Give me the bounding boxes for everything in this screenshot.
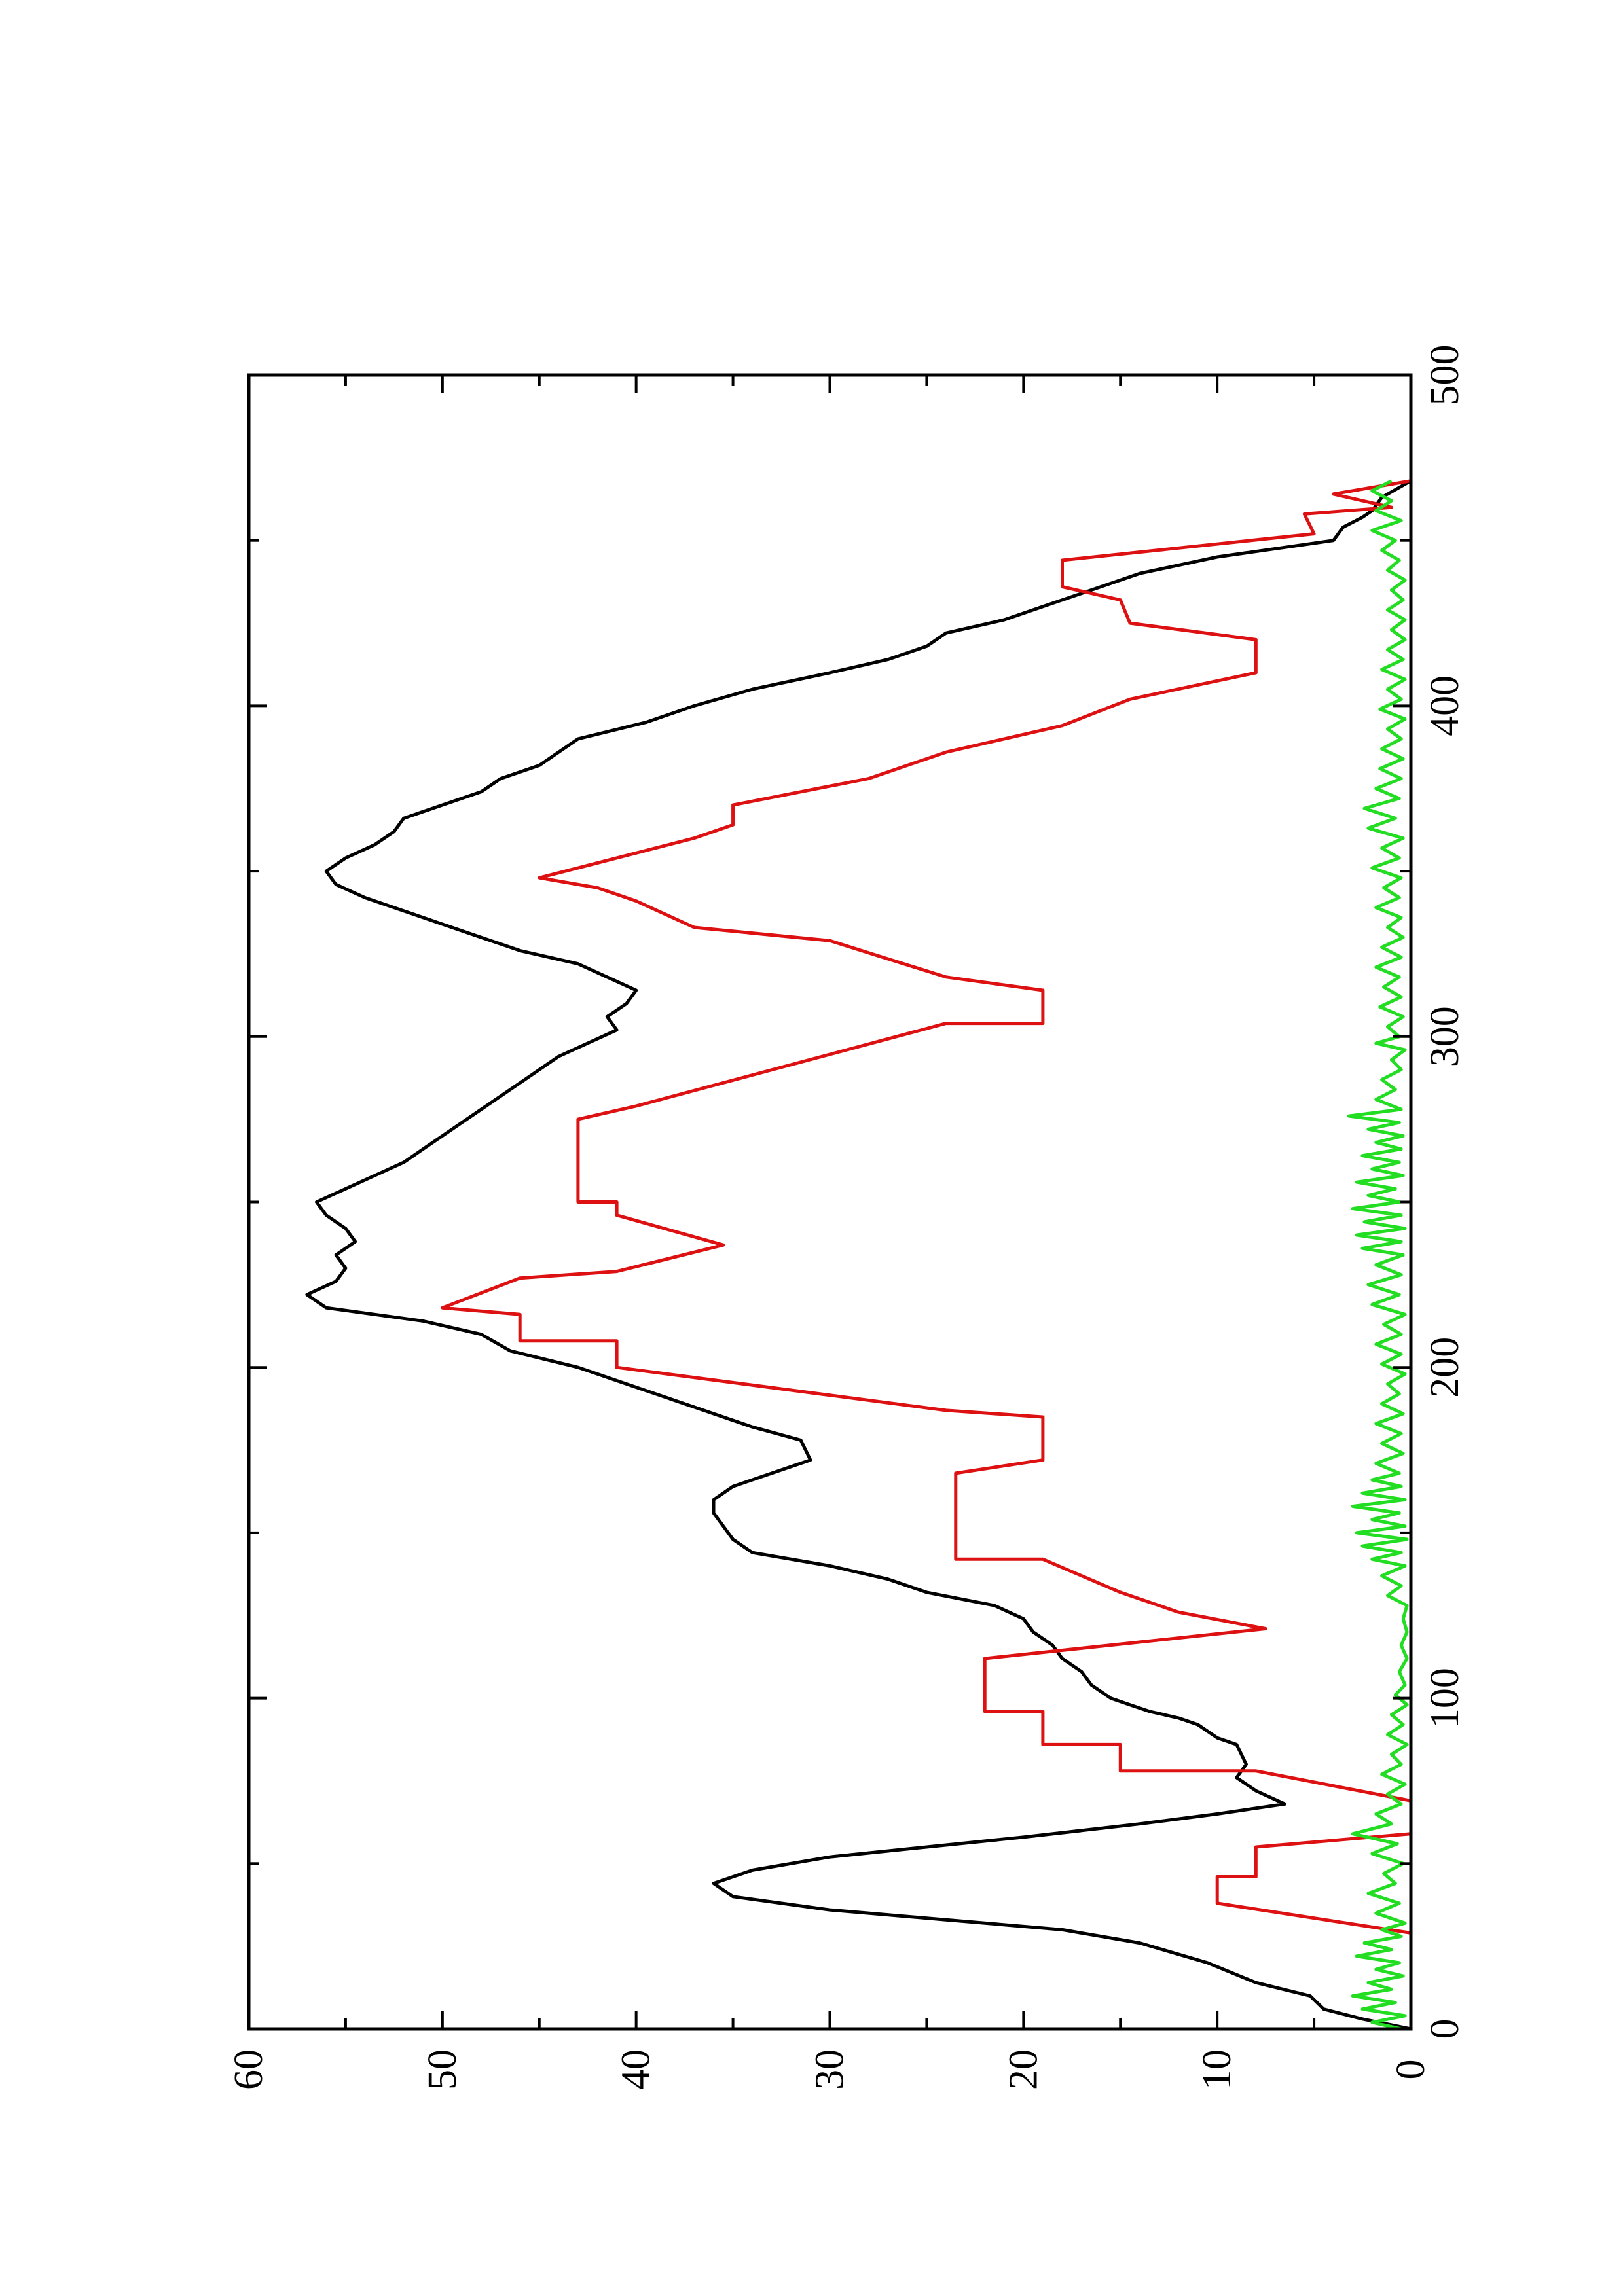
label-layer: 0 100 200 300 400 500 0 10 20 30 40 50 60 (227, 345, 1467, 2090)
y-tick-label: 40 (614, 2049, 659, 2090)
y-tick-label: 30 (808, 2049, 852, 2090)
x-tick-label: 300 (1423, 1006, 1467, 1067)
series-line-2 (441, 479, 1413, 2029)
series-line-3 (1347, 479, 1409, 2031)
x-tick-label: 0 (1423, 2019, 1467, 2039)
tick-layer (249, 375, 1411, 2029)
x-tick-label: 400 (1423, 675, 1467, 736)
x-tick-label: 200 (1423, 1337, 1467, 1398)
y-tick-label: 10 (1195, 2049, 1239, 2090)
y-tick-label: 0 (1389, 2060, 1433, 2080)
x-tick-label: 100 (1423, 1668, 1467, 1729)
series-line-1 (305, 479, 1412, 2031)
y-tick-label: 20 (1001, 2049, 1046, 2090)
x-tick-label: 500 (1423, 345, 1467, 406)
y-tick-label: 50 (420, 2049, 465, 2090)
plot-frame (247, 373, 1413, 2031)
y-tick-label: 60 (227, 2049, 271, 2090)
series-layer (305, 479, 1413, 2031)
